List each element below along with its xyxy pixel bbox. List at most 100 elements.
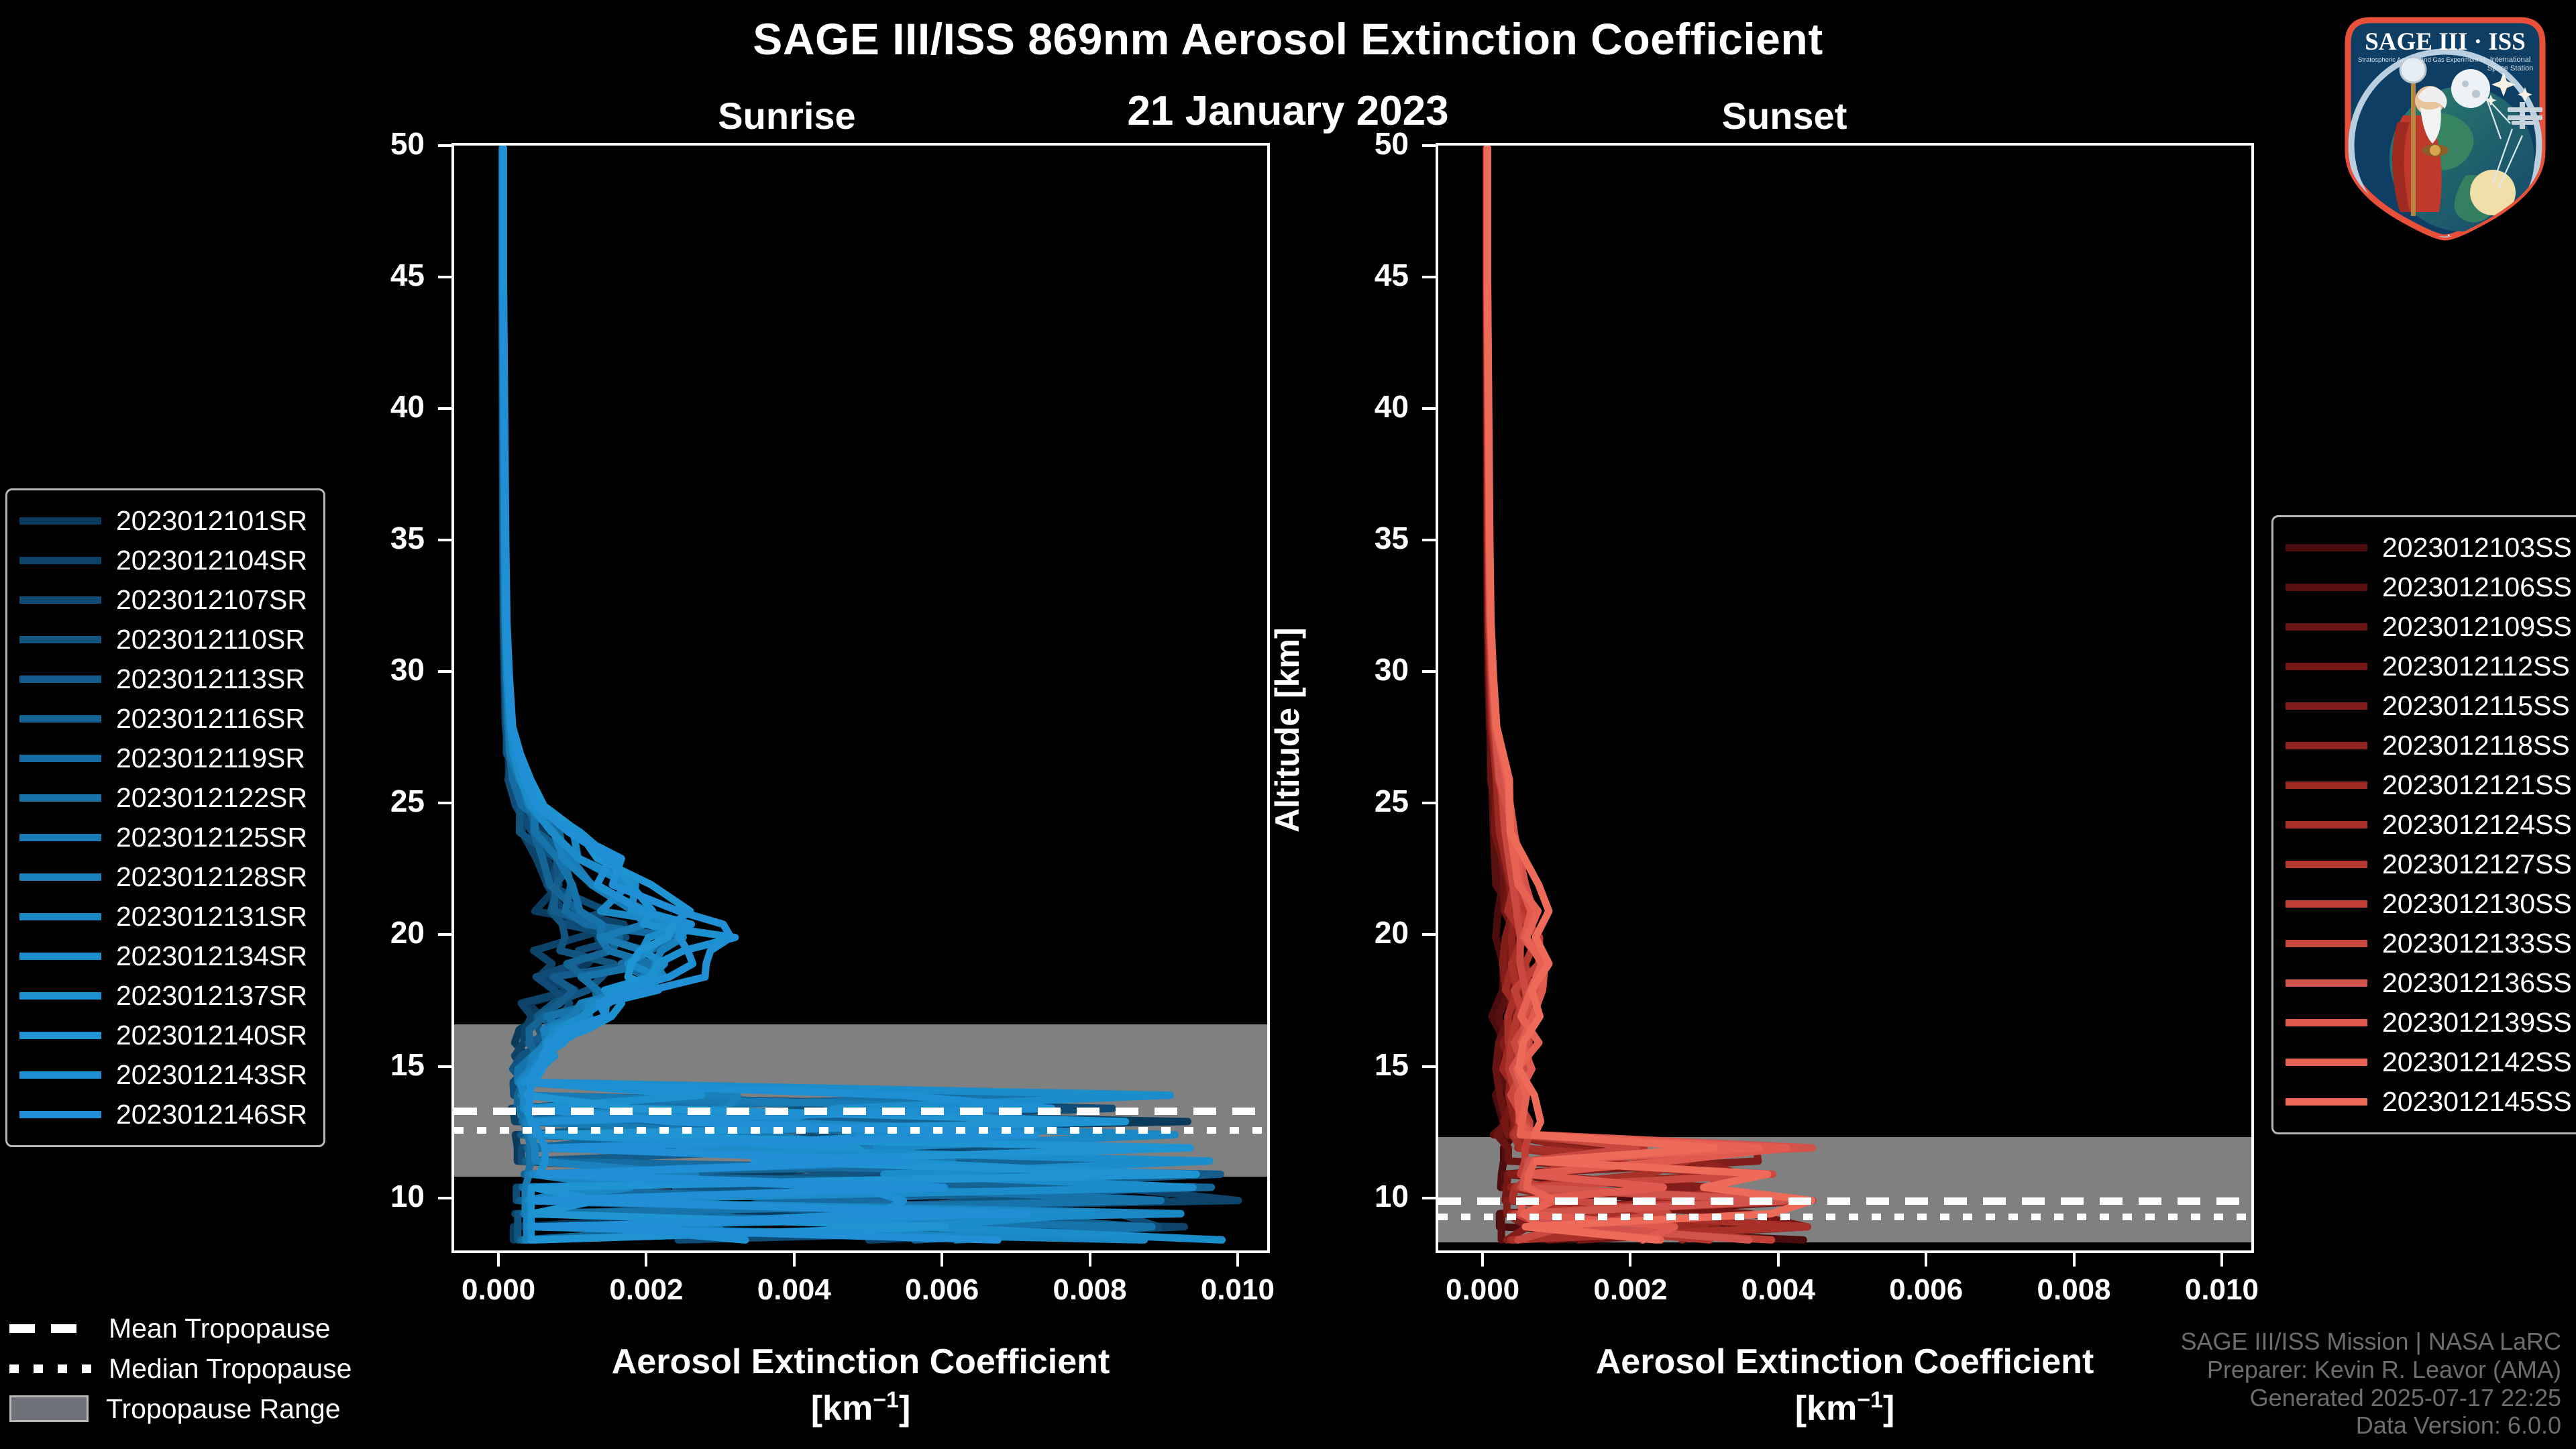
x-tick-mark — [497, 1253, 500, 1267]
legend-item[interactable]: 2023012125SR — [19, 818, 307, 857]
series-curve — [498, 146, 1163, 1244]
range-patch-icon — [9, 1395, 89, 1422]
mean-tropopause-line-sunrise — [454, 1108, 1267, 1116]
page-title: SAGE III/ISS 869nm Aerosol Extinction Co… — [753, 14, 1823, 64]
legend-item[interactable]: 2023012130SS — [2286, 884, 2572, 924]
x-tick-mark — [792, 1253, 796, 1267]
series-curve — [498, 146, 1093, 1244]
credits-line-version: Data Version: 6.0.0 — [2355, 1411, 2561, 1440]
dotted-line-icon — [9, 1364, 91, 1373]
x-tick-mark — [645, 1253, 648, 1267]
legend-item[interactable]: 2023012124SS — [2286, 805, 2572, 845]
legend-item[interactable]: 2023012113SR — [19, 659, 307, 699]
sunset-series-legend[interactable]: 2023012103SS 2023012106SS 2023012109SS 2023… — [2271, 515, 2576, 1134]
legend-color-swatch — [2286, 979, 2367, 987]
median-tropopause-line-sunrise — [454, 1126, 1267, 1134]
credits-line-preparer: Preparer: Kevin R. Leavor (AMA) — [2206, 1355, 2561, 1383]
credits-line-generated: Generated 2025-07-17 22:25 — [2249, 1383, 2561, 1411]
y-tick-mark — [438, 1196, 451, 1199]
legend-item[interactable]: 2023012104SR — [19, 541, 307, 580]
legend-series-label: 2023012142SS — [2382, 1046, 2572, 1077]
legend-label-tropopause-range: Tropopause Range — [106, 1393, 341, 1424]
legend-item[interactable]: 2023012134SR — [19, 936, 307, 976]
dashed-line-icon — [9, 1324, 91, 1333]
series-curve — [499, 146, 1185, 1244]
y-tick-mark — [438, 670, 451, 674]
legend-item[interactable]: 2023012145SS — [2286, 1082, 2572, 1122]
legend-series-label: 2023012121SS — [2382, 769, 2572, 800]
page-subtitle: 21 January 2023 — [1127, 88, 1449, 134]
legend-color-swatch — [2286, 1059, 2367, 1066]
series-curve — [499, 146, 1226, 1244]
y-tick-mark — [438, 276, 451, 279]
legend-color-swatch — [19, 873, 101, 881]
y-tick-mark — [438, 1065, 451, 1068]
legend-series-label: 2023012122SR — [116, 782, 307, 813]
legend-series-label: 2023012101SR — [116, 505, 307, 536]
legend-color-swatch — [19, 517, 101, 525]
legend-item[interactable]: 2023012119SR — [19, 739, 307, 778]
legend-color-swatch — [2286, 1098, 2367, 1106]
sunset-series-curves — [1482, 146, 1817, 1244]
legend-item[interactable]: 2023012136SS — [2286, 963, 2572, 1003]
legend-color-swatch — [2286, 584, 2367, 591]
legend-item[interactable]: 2023012146SR — [19, 1095, 307, 1134]
legend-series-label: 2023012137SR — [116, 980, 307, 1011]
y-tick-mark — [1422, 802, 1436, 805]
legend-label-median-tropopause: Median Tropopause — [109, 1352, 352, 1384]
legend-series-label: 2023012106SS — [2382, 572, 2572, 602]
y-tick-mark — [438, 802, 451, 805]
legend-item[interactable]: 2023012107SR — [19, 580, 307, 620]
y-tick-mark — [1422, 539, 1436, 542]
series-curve — [498, 146, 1171, 1244]
legend-item[interactable]: 2023012101SR — [19, 501, 307, 541]
legend-color-swatch — [2286, 861, 2367, 868]
legend-item[interactable]: 2023012103SS — [2286, 528, 2572, 568]
median-tropopause-line-sunset — [1438, 1214, 2251, 1221]
legend-color-swatch — [19, 1111, 101, 1118]
legend-item[interactable]: 2023012110SR — [19, 620, 307, 659]
legend-item[interactable]: 2023012131SR — [19, 897, 307, 936]
credits-line-mission: SAGE III/ISS Mission | NASA LaRC — [2180, 1328, 2561, 1355]
legend-item[interactable]: 2023012140SR — [19, 1016, 307, 1055]
legend-color-swatch — [19, 557, 101, 564]
legend-color-swatch — [19, 794, 101, 802]
legend-series-label: 2023012128SR — [116, 861, 307, 892]
legend-item[interactable]: 2023012115SS — [2286, 686, 2572, 726]
y-tick-mark — [438, 539, 451, 542]
legend-item[interactable]: 2023012112SS — [2286, 647, 2572, 686]
y-tick-mark — [1422, 670, 1436, 674]
x-tick-label: 0.000 — [1446, 1273, 1520, 1306]
legend-series-label: 2023012109SS — [2382, 611, 2572, 642]
y-tick-label: 45 — [390, 258, 425, 293]
series-curve — [498, 146, 1224, 1244]
legend-color-swatch — [19, 755, 101, 762]
legend-item[interactable]: 2023012116SR — [19, 699, 307, 739]
series-curve — [1482, 146, 1807, 1244]
x-axis-label: Aerosol Extinction Coefficient — [611, 1342, 1110, 1381]
legend-item[interactable]: 2023012106SS — [2286, 568, 2572, 607]
legend-item[interactable]: 2023012109SS — [2286, 607, 2572, 647]
legend-item[interactable]: 2023012128SR — [19, 857, 307, 897]
x-tick-label: 0.006 — [905, 1273, 979, 1306]
sunrise-series-legend[interactable]: 2023012101SR 2023012104SR 2023012107SR 2023… — [5, 488, 325, 1147]
legend-item[interactable]: 2023012121SS — [2286, 765, 2572, 805]
legend-series-label: 2023012131SR — [116, 901, 307, 932]
legend-series-label: 2023012103SS — [2382, 532, 2572, 563]
legend-item[interactable]: 2023012142SS — [2286, 1042, 2572, 1082]
legend-series-label: 2023012104SR — [116, 545, 307, 576]
series-curve — [1483, 146, 1807, 1244]
legend-color-swatch — [19, 953, 101, 960]
legend-item[interactable]: 2023012118SS — [2286, 726, 2572, 765]
legend-item[interactable]: 2023012139SS — [2286, 1003, 2572, 1042]
legend-item[interactable]: 2023012137SR — [19, 976, 307, 1016]
legend-series-label: 2023012127SS — [2382, 849, 2572, 879]
legend-item[interactable]: 2023012127SS — [2286, 845, 2572, 884]
x-tick-label: 0.004 — [1741, 1273, 1815, 1306]
legend-item[interactable]: 2023012133SS — [2286, 924, 2572, 963]
credits-block: SAGE III/ISS Mission | NASA LaRC Prepare… — [2180, 1328, 2561, 1440]
series-curve — [1483, 146, 1811, 1244]
legend-item[interactable]: 2023012143SR — [19, 1055, 307, 1095]
legend-item[interactable]: 2023012122SR — [19, 778, 307, 818]
y-tick-label: 10 — [390, 1178, 425, 1214]
